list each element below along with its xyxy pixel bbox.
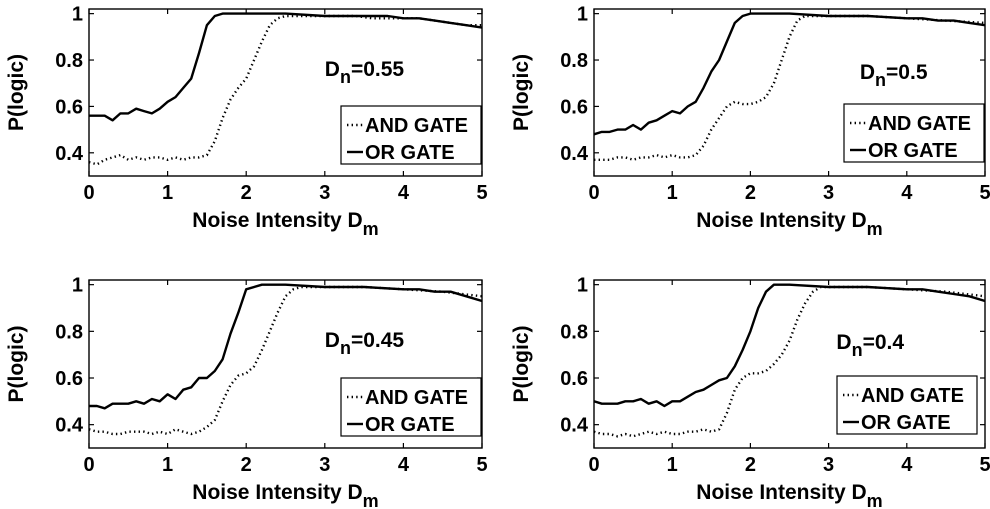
series-group [89,283,482,436]
y-tick-label: 0.8 [560,321,588,343]
x-tick-label: 2 [241,454,252,476]
x-tick-label: 2 [241,182,252,204]
or-gate-line [594,12,985,136]
legend-box [836,375,978,435]
series-group [594,283,985,438]
or-gate-line [89,283,482,410]
legend-entry: OR GATE [868,140,958,162]
legend-box [340,377,482,437]
legend-entry: AND GATE [868,113,971,135]
x-tick-label: 3 [319,454,330,476]
chart-panel-3: 0 1 2 3 4 5 0.4 0.6 0.8 1 P(logic) Noise Intensity … [5,275,488,509]
x-axis-label: Noise Intensity Dm [192,209,378,239]
x-tick-label: 4 [398,454,410,476]
and-gate-line [89,14,482,166]
dn-annotation: Dn=0.4 [836,331,904,360]
axes-box [88,279,483,449]
or-gate-line [89,12,482,122]
y-tick-label: 1 [72,275,83,297]
x-tick-label: 1 [667,182,678,204]
series-group [594,12,985,162]
y-axis-label: P(logic) [510,54,533,131]
axes-box [593,279,986,449]
or-gate-line [594,283,985,408]
y-tick-label: 0.6 [55,96,83,118]
chart-panel-4: 0 1 2 3 4 5 0.4 0.6 0.8 1 P(logic) Noise Intensity … [510,275,990,509]
y-tick-label: 0.6 [560,368,588,390]
x-axis-label: Noise Intensity Dm [696,209,882,239]
legend-box [340,105,482,165]
legend-entry: OR GATE [365,142,455,164]
x-axis-label: Noise Intensity Dm [192,481,378,509]
x-axis-label: Noise Intensity Dm [696,481,882,509]
x-tick-label: 1 [667,454,678,476]
dn-annotation: Dn=0.5 [860,61,928,90]
x-tick-label: 2 [745,454,756,476]
legend: AND GATE OR GATE [843,103,985,163]
legend-entry: AND GATE [861,385,964,407]
x-tick-label: 4 [901,182,913,204]
y-tick-label: 1 [577,4,588,26]
axes-box [88,8,483,177]
x-tick-label: 5 [476,454,487,476]
y-axis-label: P(logic) [5,326,28,403]
legend-entry: OR GATE [365,414,455,436]
y-axis-label: P(logic) [5,54,28,131]
y-tick-label: 0.4 [560,415,589,437]
y-axis-label: P(logic) [510,326,533,403]
chart-panel-1: 0 1 2 3 4 5 0.4 0.6 0.8 1 P(logic) Noise Intensity … [5,4,488,239]
x-tick-label: 4 [901,454,913,476]
x-tick-label: 3 [823,182,834,204]
x-tick-label: 1 [162,454,173,476]
series-group [89,12,482,166]
x-tick-label: 0 [588,454,599,476]
y-tick-label: 0.8 [55,50,83,72]
legend: AND GATE OR GATE [836,375,978,435]
dn-annotation: Dn=0.55 [325,58,405,87]
and-gate-line [594,285,985,438]
y-tick-label: 0.6 [55,368,83,390]
y-tick-label: 1 [577,275,588,297]
x-tick-label: 0 [588,182,599,204]
x-tick-label: 0 [83,454,94,476]
x-tick-label: 3 [319,182,330,204]
legend-entry: AND GATE [365,115,468,137]
y-tick-label: 0.4 [560,143,589,165]
x-tick-label: 1 [162,182,173,204]
x-tick-label: 5 [476,182,487,204]
x-tick-label: 5 [979,182,990,204]
y-tick-label: 1 [72,4,83,26]
x-tick-label: 5 [979,454,990,476]
x-tick-label: 0 [83,182,94,204]
legend: AND GATE OR GATE [340,377,482,437]
y-tick-label: 0.6 [560,96,588,118]
y-tick-label: 0.4 [55,143,84,165]
y-tick-label: 0.8 [55,321,83,343]
x-tick-label: 3 [823,454,834,476]
x-tick-label: 2 [745,182,756,204]
legend-box [843,103,985,163]
x-tick-label: 4 [398,182,410,204]
legend-entry: OR GATE [861,412,951,434]
dn-annotation: Dn=0.45 [325,329,405,358]
axes-box [593,8,986,177]
legend-entry: AND GATE [365,387,468,409]
chart-panel-2: 0 1 2 3 4 5 0.4 0.6 0.8 1 P(logic) Noise Intensity … [510,4,990,239]
y-tick-label: 0.8 [560,50,588,72]
y-tick-label: 0.4 [55,415,84,437]
legend: AND GATE OR GATE [340,105,482,165]
